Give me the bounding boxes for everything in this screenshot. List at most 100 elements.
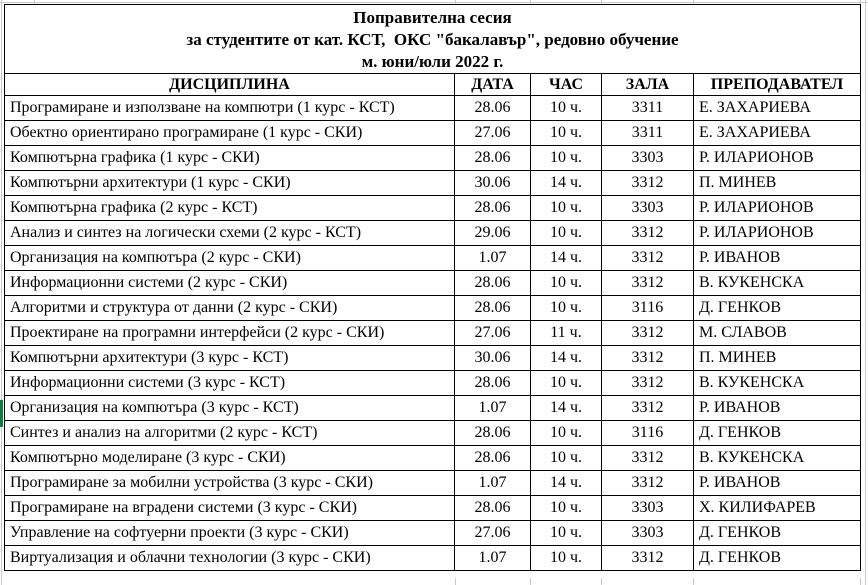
- cell-time: 10 ч.: [530, 420, 602, 446]
- table-row: Проектиране на програмни интерфейси (2 к…: [4, 320, 861, 346]
- cell-teacher: В. КУКЕНСКА: [693, 445, 861, 471]
- cell-time: 10 ч.: [530, 120, 602, 146]
- cell-time: 14 ч.: [530, 170, 602, 196]
- table-title-block: Поправителна сесия за студентите от кат.…: [4, 4, 861, 74]
- cell-teacher: Д. ГЕНКОВ: [693, 520, 861, 546]
- cell-discipline: Алгоритми и структура от данни (2 курс -…: [4, 295, 455, 321]
- cell-room: 3116: [601, 295, 694, 321]
- cell-time: 10 ч.: [530, 220, 602, 246]
- exam-schedule-table: Поправителна сесия за студентите от кат.…: [4, 4, 861, 571]
- cell-discipline: Компютърна графика (1 курс - СКИ): [4, 145, 455, 171]
- cell-date: 28.06: [454, 445, 531, 471]
- table-row: Обектно ориентирано програмиране (1 курс…: [4, 120, 861, 146]
- cell-date: 27.06: [454, 520, 531, 546]
- cell-discipline: Програмиране за мобилни устройства (3 ку…: [4, 470, 455, 496]
- cell-room: 3312: [601, 395, 694, 421]
- cell-room: 3303: [601, 495, 694, 521]
- cell-teacher: П. МИНЕВ: [693, 345, 861, 371]
- table-row: Компютърни архитектури (3 курс - КСТ) 30.…: [4, 345, 861, 371]
- cell-room: 3312: [601, 220, 694, 246]
- cell-discipline: Проектиране на програмни интерфейси (2 к…: [4, 320, 455, 346]
- cell-room: 3303: [601, 195, 694, 221]
- cell-time: 10 ч.: [530, 270, 602, 296]
- cell-date: 1.07: [454, 245, 531, 271]
- cell-time: 10 ч.: [530, 295, 602, 321]
- table-row: Компютърно моделиране (3 курс - СКИ) 28.0…: [4, 445, 861, 471]
- cell-discipline: Обектно ориентирано програмиране (1 курс…: [4, 120, 455, 146]
- column-header-discipline: ДИСЦИПЛИНА: [4, 73, 455, 96]
- cell-date: 28.06: [454, 370, 531, 396]
- gridline: [865, 0, 866, 585]
- gridline: [455, 578, 456, 585]
- cell-time: 10 ч.: [530, 145, 602, 171]
- cell-teacher: В. КУКЕНСКА: [693, 370, 861, 396]
- cell-teacher: Р. ИЛАРИОНОВ: [693, 195, 861, 221]
- gridline: [455, 0, 456, 4]
- cell-room: 3303: [601, 520, 694, 546]
- cell-date: 28.06: [454, 420, 531, 446]
- cell-teacher: Е. ЗАХАРИЕВА: [693, 120, 861, 146]
- cell-discipline: Компютърни архитектури (3 курс - КСТ): [4, 345, 455, 371]
- cell-date: 28.06: [454, 270, 531, 296]
- gridline: [693, 578, 694, 585]
- gridline: [601, 0, 602, 4]
- cell-discipline: Организация на компютъра (3 курс - КСТ): [4, 395, 455, 421]
- cell-room: 3312: [601, 545, 694, 571]
- table-row: Програмиране на вградени системи (3 курс…: [4, 495, 861, 521]
- schedule-body: Програмиране и използване на компютри (1…: [4, 95, 861, 571]
- cell-room: 3312: [601, 370, 694, 396]
- cell-date: 30.06: [454, 345, 531, 371]
- table-row: Анализ и синтез на логически схеми (2 ку…: [4, 220, 861, 246]
- cell-discipline: Управление на софтуерни проекти (3 курс …: [4, 520, 455, 546]
- cell-teacher: Р. ИВАНОВ: [693, 245, 861, 271]
- cell-date: 1.07: [454, 545, 531, 571]
- table-row: Компютърна графика (1 курс - СКИ) 28.06 10…: [4, 145, 861, 171]
- gridline: [860, 578, 861, 585]
- gridline: [1, 0, 2, 585]
- cell-room: 3312: [601, 245, 694, 271]
- cell-teacher: Р. ИВАНОВ: [693, 470, 861, 496]
- cell-teacher: Р. ИЛАРИОНОВ: [693, 145, 861, 171]
- cell-teacher: Е. ЗАХАРИЕВА: [693, 95, 861, 121]
- cell-room: 3303: [601, 145, 694, 171]
- table-row: Алгоритми и структура от данни (2 курс -…: [4, 295, 861, 321]
- cell-room: 3116: [601, 420, 694, 446]
- column-header-date: ДАТА: [454, 73, 531, 96]
- cell-room: 3312: [601, 320, 694, 346]
- table-row: Информационни системи (2 курс - СКИ) 28.0…: [4, 270, 861, 296]
- column-header-teacher: ПРЕПОДАВАТЕЛ: [693, 73, 861, 96]
- cell-teacher: Р. ИВАНОВ: [693, 395, 861, 421]
- cell-discipline: Виртуализация и облачни технологии (3 ку…: [4, 545, 455, 571]
- cell-teacher: Р. ИЛАРИОНОВ: [693, 220, 861, 246]
- column-header-time: ЧАС: [530, 73, 602, 96]
- table-header-row: ДИСЦИПЛИНА ДАТА ЧАС ЗАЛА ПРЕПОДАВАТЕЛ: [4, 73, 861, 96]
- cell-time: 14 ч.: [530, 470, 602, 496]
- table-row: Организация на компютъра (3 курс - КСТ) 1…: [4, 395, 861, 421]
- table-row: Информационни системи (3 курс - КСТ) 28.0…: [4, 370, 861, 396]
- cell-room: 3312: [601, 270, 694, 296]
- gridline: [34, 0, 35, 4]
- cell-discipline: Програмиране и използване на компютри (1…: [4, 95, 455, 121]
- cell-discipline: Програмиране на вградени системи (3 курс…: [4, 495, 455, 521]
- cell-teacher: Д. ГЕНКОВ: [693, 545, 861, 571]
- cell-time: 10 ч.: [530, 95, 602, 121]
- table-row: Синтез и анализ на алгоритми (2 курс - К…: [4, 420, 861, 446]
- cell-date: 30.06: [454, 170, 531, 196]
- table-row: Компютърна графика (2 курс - КСТ) 28.06 10…: [4, 195, 861, 221]
- cell-room: 3312: [601, 345, 694, 371]
- table-row: Компютърни архитектури (1 курс - СКИ) 30.…: [4, 170, 861, 196]
- table-row: Управление на софтуерни проекти (3 курс …: [4, 520, 861, 546]
- title-row: Поправителна сесия за студентите от кат.…: [4, 4, 861, 74]
- cell-discipline: Информационни системи (3 курс - КСТ): [4, 370, 455, 396]
- cell-date: 1.07: [454, 470, 531, 496]
- table-row: Програмиране за мобилни устройства (3 ку…: [4, 470, 861, 496]
- cell-teacher: П. МИНЕВ: [693, 170, 861, 196]
- gridline: [860, 0, 861, 4]
- cell-room: 3312: [601, 170, 694, 196]
- cell-discipline: Синтез и анализ на алгоритми (2 курс - К…: [4, 420, 455, 446]
- cell-discipline: Информационни системи (2 курс - СКИ): [4, 270, 455, 296]
- cell-teacher: Д. ГЕНКОВ: [693, 295, 861, 321]
- cell-date: 29.06: [454, 220, 531, 246]
- cell-date: 28.06: [454, 495, 531, 521]
- gridline: [0, 2, 868, 3]
